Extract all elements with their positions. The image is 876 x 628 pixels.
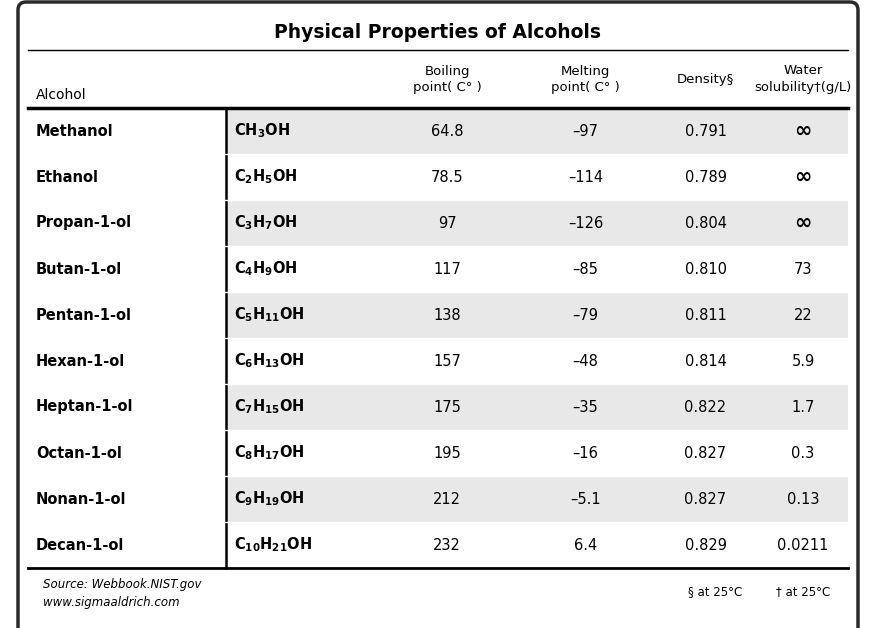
Text: Boiling
point( C° ): Boiling point( C° ): [413, 65, 482, 94]
Text: –85: –85: [573, 261, 598, 276]
Text: Density§: Density§: [677, 72, 734, 85]
Text: 0.13: 0.13: [787, 492, 819, 507]
Bar: [28, 338, 848, 384]
Bar: [28, 154, 848, 200]
Text: 78.5: 78.5: [431, 170, 463, 185]
Text: 0.804: 0.804: [684, 215, 726, 230]
Bar: [28, 200, 226, 246]
Text: ∞: ∞: [795, 167, 812, 187]
Text: –79: –79: [573, 308, 598, 323]
Bar: [28, 430, 226, 476]
Text: $\mathbf{C_4H_9OH}$: $\mathbf{C_4H_9OH}$: [234, 259, 298, 278]
Bar: [28, 522, 848, 568]
Text: 0.822: 0.822: [684, 399, 726, 414]
FancyBboxPatch shape: [18, 2, 858, 628]
Text: $\mathbf{C_6H_{13}OH}$: $\mathbf{C_6H_{13}OH}$: [234, 352, 305, 371]
Text: 97: 97: [438, 215, 456, 230]
Bar: [28, 246, 848, 292]
Bar: [28, 338, 226, 384]
Text: 232: 232: [433, 538, 461, 553]
Text: –114: –114: [568, 170, 603, 185]
Text: 0.810: 0.810: [684, 261, 726, 276]
Text: 73: 73: [794, 261, 812, 276]
Text: Water
solubility†(g/L): Water solubility†(g/L): [754, 65, 851, 94]
Text: $\mathbf{C_9H_{19}OH}$: $\mathbf{C_9H_{19}OH}$: [234, 490, 305, 508]
Text: –5.1: –5.1: [570, 492, 601, 507]
Bar: [28, 200, 848, 246]
Text: –16: –16: [573, 445, 598, 460]
Text: 64.8: 64.8: [431, 124, 463, 139]
Bar: [28, 246, 226, 292]
Text: ∞: ∞: [795, 121, 812, 141]
Text: † at 25°C: † at 25°C: [776, 585, 830, 598]
Text: 22: 22: [794, 308, 812, 323]
Bar: [28, 108, 848, 154]
Text: 0.3: 0.3: [791, 445, 815, 460]
Bar: [28, 384, 848, 430]
Bar: [28, 476, 226, 522]
Text: –126: –126: [568, 215, 603, 230]
Text: 0.811: 0.811: [684, 308, 726, 323]
Text: $\mathbf{C_7H_{15}OH}$: $\mathbf{C_7H_{15}OH}$: [234, 398, 305, 416]
Text: –97: –97: [573, 124, 598, 139]
Text: Ethanol: Ethanol: [36, 170, 99, 185]
Text: $\mathbf{C_8H_{17}OH}$: $\mathbf{C_8H_{17}OH}$: [234, 443, 305, 462]
Bar: [28, 522, 226, 568]
Text: $\mathbf{C_3H_7OH}$: $\mathbf{C_3H_7OH}$: [234, 214, 298, 232]
Text: 0.814: 0.814: [684, 354, 726, 369]
Text: 195: 195: [433, 445, 461, 460]
Text: 0.827: 0.827: [684, 492, 726, 507]
Text: 6.4: 6.4: [574, 538, 597, 553]
Text: $\mathbf{C_5H_{11}OH}$: $\mathbf{C_5H_{11}OH}$: [234, 306, 305, 324]
Text: Hexan-1-ol: Hexan-1-ol: [36, 354, 125, 369]
Text: Octan-1-ol: Octan-1-ol: [36, 445, 122, 460]
Text: 138: 138: [434, 308, 461, 323]
Text: –35: –35: [573, 399, 598, 414]
Text: Physical Properties of Alcohols: Physical Properties of Alcohols: [274, 23, 602, 43]
Bar: [28, 476, 848, 522]
Text: Methanol: Methanol: [36, 124, 114, 139]
Text: Decan-1-ol: Decan-1-ol: [36, 538, 124, 553]
Text: 212: 212: [433, 492, 461, 507]
Text: ∞: ∞: [795, 213, 812, 233]
Text: 1.7: 1.7: [791, 399, 815, 414]
Text: Propan-1-ol: Propan-1-ol: [36, 215, 132, 230]
Bar: [28, 430, 848, 476]
Text: Heptan-1-ol: Heptan-1-ol: [36, 399, 133, 414]
Text: 0.789: 0.789: [684, 170, 726, 185]
Text: § at 25°C: § at 25°C: [689, 585, 743, 598]
Text: 157: 157: [433, 354, 461, 369]
Text: Melting
point( C° ): Melting point( C° ): [551, 65, 620, 94]
Text: 5.9: 5.9: [791, 354, 815, 369]
Bar: [28, 384, 226, 430]
Text: –48: –48: [573, 354, 598, 369]
Bar: [28, 292, 848, 338]
Text: Source: Webbook.NIST.gov
www.sigmaaldrich.com: Source: Webbook.NIST.gov www.sigmaaldric…: [43, 578, 201, 609]
Text: $\mathbf{CH_3OH}$: $\mathbf{CH_3OH}$: [234, 122, 290, 140]
Bar: [28, 108, 226, 154]
Text: 0.829: 0.829: [684, 538, 726, 553]
Text: $\mathbf{C_{10}H_{21}OH}$: $\mathbf{C_{10}H_{21}OH}$: [234, 536, 312, 555]
Text: 0.827: 0.827: [684, 445, 726, 460]
Text: Alcohol: Alcohol: [36, 88, 87, 102]
Text: 117: 117: [433, 261, 461, 276]
Text: 0.791: 0.791: [684, 124, 726, 139]
Text: Butan-1-ol: Butan-1-ol: [36, 261, 123, 276]
Text: Nonan-1-ol: Nonan-1-ol: [36, 492, 126, 507]
Text: Pentan-1-ol: Pentan-1-ol: [36, 308, 132, 323]
Text: 175: 175: [433, 399, 461, 414]
Bar: [28, 292, 226, 338]
Text: 0.0211: 0.0211: [777, 538, 829, 553]
Bar: [28, 154, 226, 200]
Text: $\mathbf{C_2H_5OH}$: $\mathbf{C_2H_5OH}$: [234, 168, 298, 187]
